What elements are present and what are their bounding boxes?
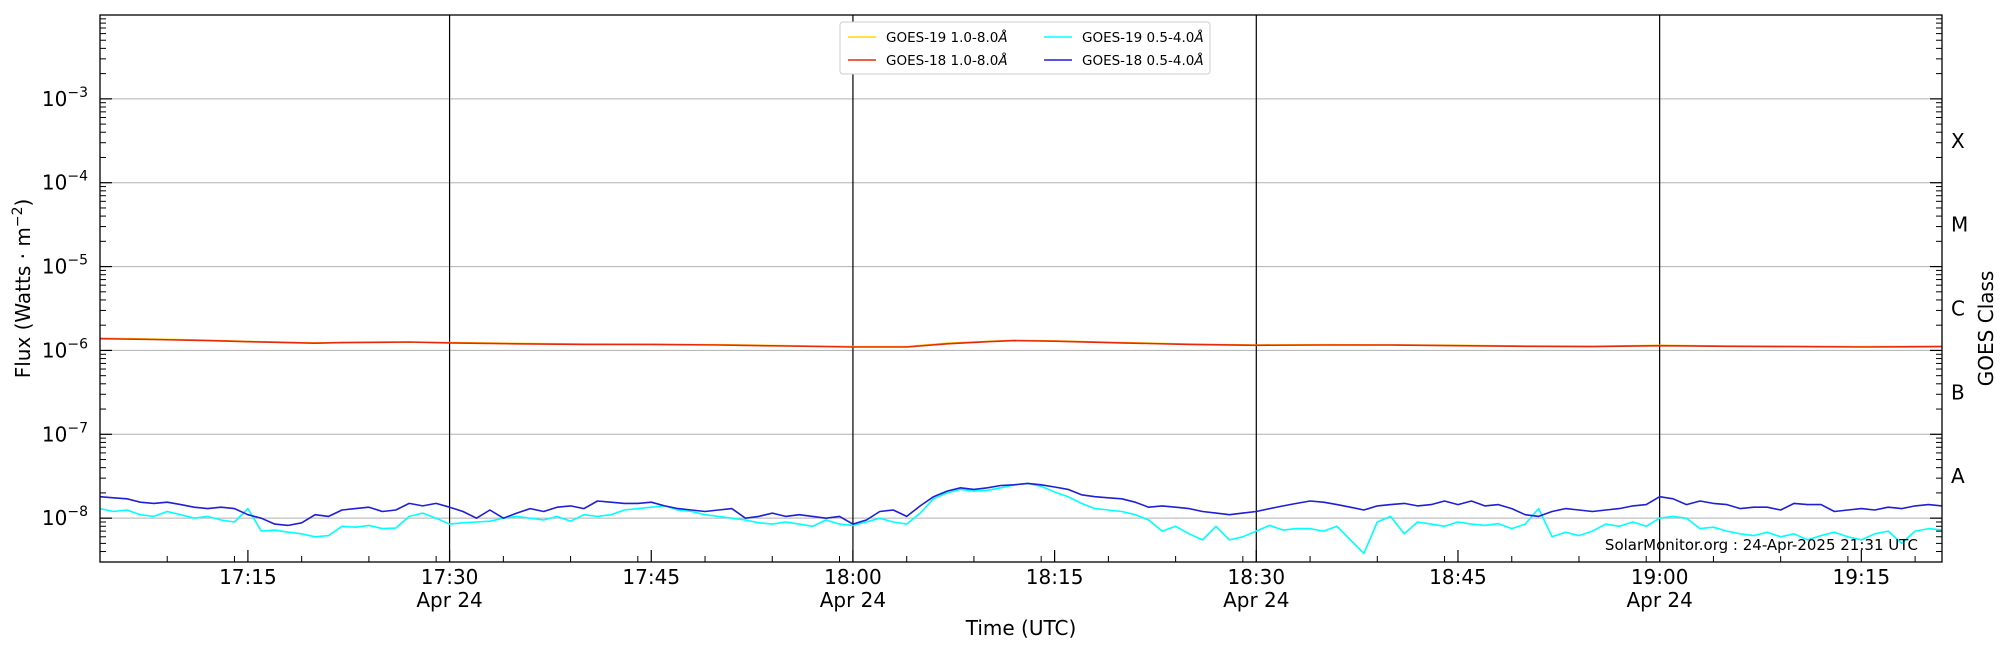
y-tick-label: 10−3 [42,85,88,111]
goes-class-label: B [1951,380,1965,404]
y-tick-exponent: −3 [67,85,88,101]
y-tick-label: 10−8 [42,504,88,530]
series-line [99,482,1943,527]
y-tick-base: 10 [42,506,67,530]
legend-label-unit: Å [997,52,1007,69]
legend-label-band: GOES-19 1.0-8.0 [886,30,998,46]
x-tick-label: 17:45 [622,565,680,589]
legend-label-band: GOES-19 0.5-4.0 [1082,30,1194,46]
legend-label: GOES-18 0.5-4.0Å [1082,52,1204,69]
series-line [99,337,1943,348]
grid [100,98,1942,519]
legend-label-unit: Å [1193,52,1203,69]
legend-label: GOES-18 1.0-8.0Å [886,52,1008,69]
y-axis: 10−810−710−610−510−410−3 [42,18,1942,553]
day-marker-lines [448,15,1661,562]
x-tick-label: 18:30 [1227,565,1285,589]
y-tick-exponent: −5 [67,253,88,269]
y-tick-exponent: −6 [67,336,88,352]
y-axis-title-exponent: −2 [10,207,26,228]
x-tick-label: 18:45 [1429,565,1487,589]
y-tick-base: 10 [42,422,67,446]
goes-class-label: M [1951,213,1968,237]
y-tick-label: 10−7 [42,420,88,446]
y-tick-base: 10 [42,338,67,362]
goes-class-axis-title: GOES Class [1974,271,1998,387]
x-tick-date-label: Apr 24 [1626,588,1692,612]
legend-label-unit: Å [1193,29,1203,46]
legend-label: GOES-19 1.0-8.0Å [886,29,1008,46]
x-tick-label: 19:15 [1833,565,1891,589]
legend-box [839,21,1211,75]
x-tick-label: 18:15 [1026,565,1084,589]
y-axis-title-close: ) [11,199,35,207]
y-tick-exponent: −7 [67,420,88,436]
series-lines [99,337,1943,555]
y-tick-exponent: −8 [67,504,88,520]
y-axis-title-main: Flux (Watts · m [11,227,35,378]
goes-class-label: X [1951,129,1965,153]
legend-label-band: GOES-18 0.5-4.0 [1082,53,1194,69]
x-tick-label: 17:30 [421,565,479,589]
x-axis-title: Time (UTC) [965,616,1077,640]
plot-frame [99,14,1943,563]
legend-label: GOES-19 0.5-4.0Å [1082,29,1204,46]
x-tick-date-label: Apr 24 [1223,588,1289,612]
credit-text: SolarMonitor.org : 24-Apr-2025 21:31 UTC [1605,536,1918,554]
y-tick-base: 10 [42,87,67,111]
goes-class-axis: A B C M X [1951,129,1968,488]
x-tick-date-label: Apr 24 [820,588,886,612]
y-tick-label: 10−6 [42,336,88,362]
goes-class-label: A [1951,464,1965,488]
legend-label-band: GOES-18 1.0-8.0 [886,53,998,69]
y-tick-base: 10 [42,171,67,195]
y-tick-label: 10−5 [42,253,88,279]
y-tick-label: 10−4 [42,169,88,195]
y-tick-exponent: −4 [67,169,88,185]
x-tick-label: 19:00 [1631,565,1689,589]
y-axis-title: Flux (Watts · m−2) [10,199,35,379]
x-tick-label: 18:00 [824,565,882,589]
x-tick-date-label: Apr 24 [416,588,482,612]
x-tick-label: 17:15 [219,565,277,589]
legend-label-unit: Å [997,29,1007,46]
goes-class-label: C [1951,297,1965,321]
y-tick-base: 10 [42,255,67,279]
